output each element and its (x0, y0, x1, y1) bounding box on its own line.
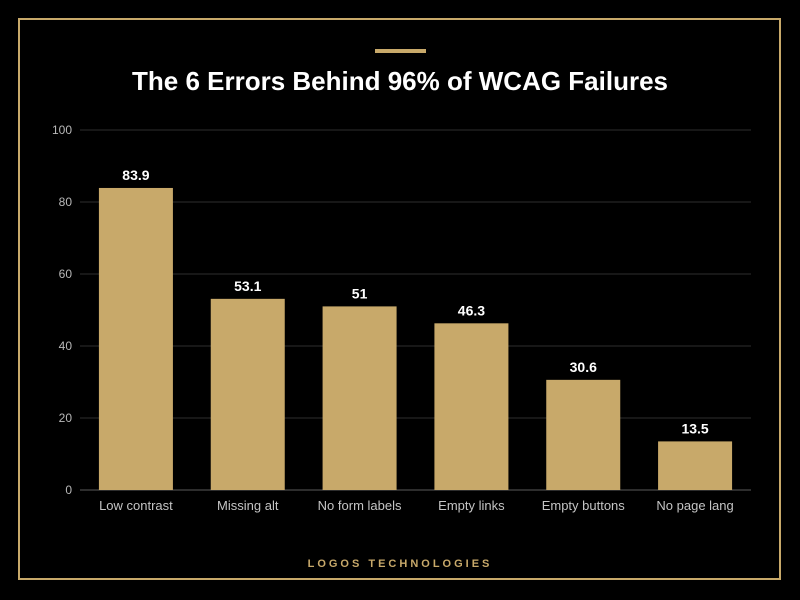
x-category-label: No page lang (656, 498, 733, 513)
footer-brand: LOGOS TECHNOLOGIES (307, 558, 493, 570)
chart-title: The 6 Errors Behind 96% of WCAG Failures (132, 66, 668, 96)
y-tick-label: 40 (59, 339, 73, 353)
y-tick-label: 60 (59, 267, 73, 281)
bar (434, 323, 509, 490)
x-category-label: Missing alt (217, 498, 279, 513)
y-tick-label: 100 (52, 123, 72, 137)
x-category-label: Empty links (438, 498, 505, 513)
x-category-label: Low contrast (99, 498, 173, 513)
bar (98, 187, 173, 490)
bar (658, 441, 733, 490)
y-tick-label: 0 (65, 483, 72, 497)
bar-value-label: 83.9 (122, 167, 149, 183)
bar-value-label: 53.1 (234, 278, 261, 294)
bar (546, 379, 621, 490)
bar-value-label: 13.5 (681, 420, 708, 436)
bar-value-label: 51 (352, 285, 368, 301)
x-category-label: Empty buttons (542, 498, 626, 513)
bar-value-label: 46.3 (458, 302, 485, 318)
x-category-label: No form labels (318, 498, 402, 513)
y-tick-label: 80 (59, 195, 73, 209)
y-tick-label: 20 (59, 411, 73, 425)
chart-frame (18, 18, 781, 580)
bar (210, 298, 285, 490)
bar-value-label: 30.6 (570, 359, 597, 375)
title-accent-bar (375, 49, 426, 53)
bar (322, 306, 397, 490)
